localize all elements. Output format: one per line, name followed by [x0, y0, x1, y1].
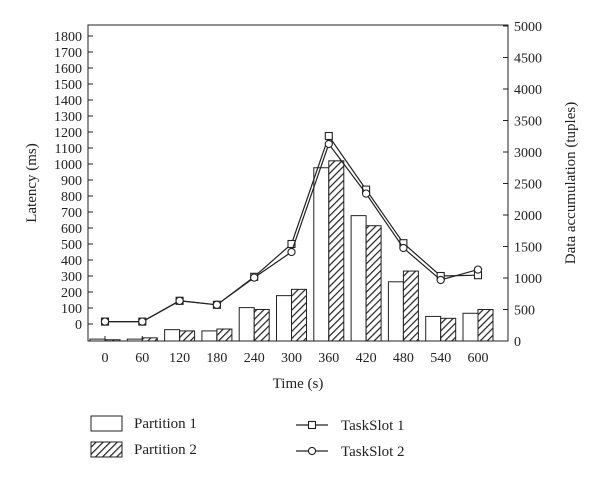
bar-partition-2: [440, 317, 457, 342]
right-axis-tick-label: 1500: [514, 241, 542, 256]
legend-label: TaskSlot 1: [341, 418, 405, 434]
bar-partition-1: [238, 307, 255, 342]
x-axis-title: Time (s): [273, 376, 324, 392]
bar-partition-1: [350, 215, 367, 342]
bar-partition-1: [313, 167, 330, 342]
legend-taskslot-1: TaskSlot 1: [296, 418, 405, 434]
x-axis-tick-label: 480: [393, 351, 414, 366]
right-axis-tick-label: 3500: [514, 115, 542, 130]
left-axis-tick-label: 1600: [54, 62, 82, 77]
left-axis-tick-label: 1700: [54, 46, 82, 61]
x-axis-tick-label: 600: [468, 351, 489, 366]
bar-partition-2: [365, 225, 382, 342]
point-taskslot-2: [473, 265, 483, 274]
x-axis-tick-label: 0: [102, 351, 109, 366]
left-axis-tick-label: 900: [61, 174, 82, 189]
x-axis-tick-label: 180: [206, 351, 227, 366]
left-axis-tick-label: 1200: [54, 126, 82, 141]
point-taskslot-1: [324, 131, 333, 141]
left-axis-tick-label: 1500: [54, 78, 82, 93]
right-axis-tick-label: 2000: [514, 209, 542, 224]
x-axis-tick-label: 360: [318, 351, 339, 366]
point-taskslot-2: [138, 317, 147, 326]
right-axis-tick-label: 4500: [514, 52, 542, 67]
legend-label: TaskSlot 2: [341, 444, 405, 460]
legend-swatch: [90, 441, 123, 458]
x-axis-tick-label: 240: [244, 351, 265, 366]
left-axis-tick-label: 1800: [54, 30, 82, 45]
left-axis-tick-label: 1400: [54, 94, 82, 109]
legend-taskslot-2: TaskSlot 2: [296, 444, 405, 460]
legend-swatch: [90, 415, 123, 432]
right-axis-tick-label: 1000: [514, 272, 542, 287]
left-axis-tick-label: 700: [61, 206, 82, 221]
bar-partition-2: [328, 160, 345, 342]
right-axis-tick-label: 5000: [514, 20, 542, 35]
bar-partition-1: [276, 295, 292, 342]
bar-partition-1: [164, 329, 181, 342]
bar-partition-2: [216, 328, 233, 342]
left-axis-tick-label: 500: [61, 238, 82, 253]
point-taskslot-2: [399, 243, 408, 253]
left-axis-tick-label: 600: [61, 222, 82, 237]
right-axis-tick-label: 4000: [514, 83, 542, 98]
left-axis-tick-label: 100: [61, 302, 82, 317]
bar-partition-2: [291, 288, 307, 342]
left-axis-tick-label: 800: [61, 190, 82, 205]
right-axis-tick-label: 2500: [514, 178, 542, 193]
left-axis-tick-label: 300: [61, 270, 82, 285]
legend-partition-2: Partition 2: [90, 441, 197, 458]
point-taskslot-2: [436, 275, 445, 285]
legend-label: Partition 1: [134, 416, 197, 432]
x-axis-tick-label: 300: [281, 351, 302, 366]
x-axis-tick-label: 120: [169, 351, 190, 366]
x-axis-tick-label: 60: [135, 351, 149, 366]
left-axis-title: Latency (ms): [24, 143, 40, 223]
point-taskslot-2: [175, 296, 184, 305]
bar-partition-2: [402, 270, 419, 342]
legend-label: Partition 2: [134, 442, 197, 458]
left-axis-tick-label: 400: [61, 254, 82, 269]
point-taskslot-2: [250, 273, 259, 282]
left-axis-tick-label: 0: [75, 318, 82, 333]
bar-partition-1: [462, 312, 479, 342]
left-axis-tick-label: 1000: [54, 158, 82, 173]
right-axis-tick-label: 500: [514, 304, 535, 319]
left-axis-tick-label: 200: [61, 286, 82, 301]
legend-marker: [307, 446, 317, 456]
left-axis-tick-label: 1100: [55, 142, 82, 157]
bar-partition-1: [387, 281, 404, 342]
bar-partition-2: [477, 309, 494, 342]
bar-partition-1: [425, 315, 442, 342]
bar-partition-2: [179, 330, 196, 342]
point-taskslot-2: [287, 247, 296, 257]
point-taskslot-2: [100, 317, 110, 326]
right-axis-title: Data accumulation (tuples): [563, 102, 579, 264]
legend-partition-1: Partition 1: [90, 415, 197, 432]
x-axis-tick-label: 540: [430, 351, 451, 366]
right-axis-tick-label: 0: [514, 335, 521, 350]
x-axis-tick-label: 420: [356, 351, 377, 366]
bar-partition-1: [201, 330, 218, 342]
legend-marker: [307, 420, 317, 430]
point-taskslot-2: [212, 300, 222, 309]
right-axis-tick-label: 3000: [514, 146, 542, 161]
point-taskslot-2: [361, 189, 371, 198]
point-taskslot-1: [287, 239, 296, 249]
point-taskslot-2: [324, 139, 333, 149]
bar-partition-2: [253, 309, 270, 342]
left-axis-tick-label: 1300: [54, 110, 82, 125]
